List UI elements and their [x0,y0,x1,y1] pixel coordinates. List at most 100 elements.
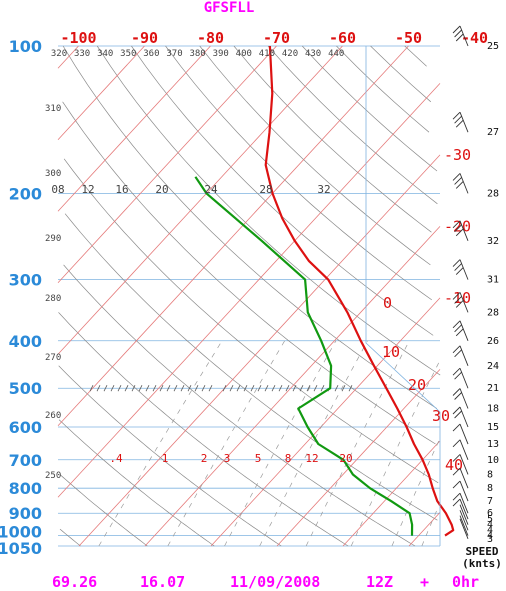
wind-speed-label: 25 [487,41,499,52]
hatch-mark [348,385,353,392]
hatch-mark [166,385,171,392]
isotherm-line [57,45,211,212]
adiabat-tick-label: 330 [74,49,90,59]
hatch-marks [89,385,353,392]
dry-adiabat-line [370,45,432,103]
hatch-mark [110,385,115,392]
wind-speed-label: 13 [487,439,499,450]
mixing-ratio-line [259,340,368,547]
isotherm-line [57,45,145,140]
temperature-tick-label-right: 0 [383,294,392,312]
dry-adiabat-line [63,264,416,547]
wind-speed-label: 3 [487,534,493,545]
wind-speed-label: 4 [487,531,493,542]
hatch-mark [334,385,339,392]
pressure-tick-label: 1000 [0,523,42,542]
wind-barb [452,367,469,389]
wind-barb [452,173,469,194]
adiabat-tick-label: 410 [259,49,275,59]
mixing-ratio-label: 20 [155,183,168,196]
adiabat-tick-label: 310 [45,104,61,114]
dry-adiabat-line [404,45,427,67]
adiabat-tick-label: 380 [189,49,205,59]
wind-barb [452,498,469,520]
hatch-mark [313,385,318,392]
mixing-ratio-label: .4 [109,452,123,465]
mixing-ratio-label: 3 [224,452,231,465]
chart-title: GFSFLL [204,0,255,16]
temperature-tick-label-right: 20 [408,376,426,394]
pressure-tick-label: 500 [9,379,42,398]
isotherm-line [57,83,441,498]
wind-barb [452,388,469,409]
temperature-tick-label-top: -70 [263,29,290,47]
wind-speed-label: 5 [487,514,493,525]
adiabat-tick-label: 440 [328,49,344,59]
mixing-ratio-lines [98,340,441,547]
temperature-tick-label-top: -90 [131,29,158,47]
wind-barb [452,25,469,47]
isotherm-lines [57,45,441,547]
footer-value-mid: 16.07 [140,573,185,591]
wind-speed-label: 27 [487,127,499,138]
hatch-mark [152,385,157,392]
adiabat-tick-label: 290 [45,234,61,244]
dry-adiabat-line [59,528,81,547]
speed-label-line2: (knts) [462,557,502,570]
wind-barb [452,345,469,366]
dry-adiabat-line [336,45,430,133]
pressure-tick-label: 400 [9,332,42,351]
wind-barb [452,320,469,341]
wind-speed-label: 28 [487,307,499,318]
wind-barb [452,454,469,475]
hatch-mark [180,385,185,392]
hatch-mark [131,385,136,392]
wind-speed-label: 18 [487,404,499,415]
adiabat-tick-label: 320 [51,49,67,59]
temperature-tick-label-top: -60 [329,29,356,47]
hatch-mark [96,385,101,392]
temperature-tick-label-top: -40 [461,29,488,47]
mixing-ratio-label: 2 [201,452,208,465]
adiabat-tick-label: 370 [166,49,182,59]
wind-speed-label: 10 [487,455,499,466]
wind-barb [452,480,469,502]
mixing-ratio-line [305,340,410,547]
hatch-mark [278,385,283,392]
dry-adiabat-line [63,158,439,484]
wind-barb [459,518,469,539]
wind-speed-label: 4 [487,520,493,531]
wind-speed-label: 7 [487,496,493,507]
diagram-background [58,46,440,546]
pressure-tick-label: 200 [9,184,42,203]
isotherm-line [57,45,409,427]
temperature-tick-label-right: -10 [444,289,471,307]
hatch-mark [264,385,269,392]
adiabat-tick-label: 400 [236,49,252,59]
footer-plus: + [420,573,429,591]
mixing-ratio-label: 16 [115,183,128,196]
isotherm-line [57,45,79,69]
mixing-ratio-label: 12 [305,452,318,465]
adiabat-tick-label: 360 [143,49,159,59]
isotherm-line [144,226,441,547]
wind-speed-label: 15 [487,422,499,433]
hatch-mark [299,385,304,392]
adiabat-tick-label: 390 [213,49,229,59]
mixing-ratio-label: 12 [81,183,94,196]
footer-value-left: 69.26 [52,573,97,591]
hatch-mark [320,385,325,392]
dry-adiabat-line [64,213,438,521]
adiabat-tick-label: 280 [45,294,61,304]
mixing-ratio-label: 28 [259,183,272,196]
hatch-mark [208,385,213,392]
hatch-mark [187,385,192,392]
wind-barb [452,492,469,514]
temperature-tick-label-top: -100 [60,29,96,47]
sounding-series [194,45,455,537]
wind-barb [459,504,469,525]
isotherm-line [342,440,441,547]
hatch-mark [222,385,227,392]
